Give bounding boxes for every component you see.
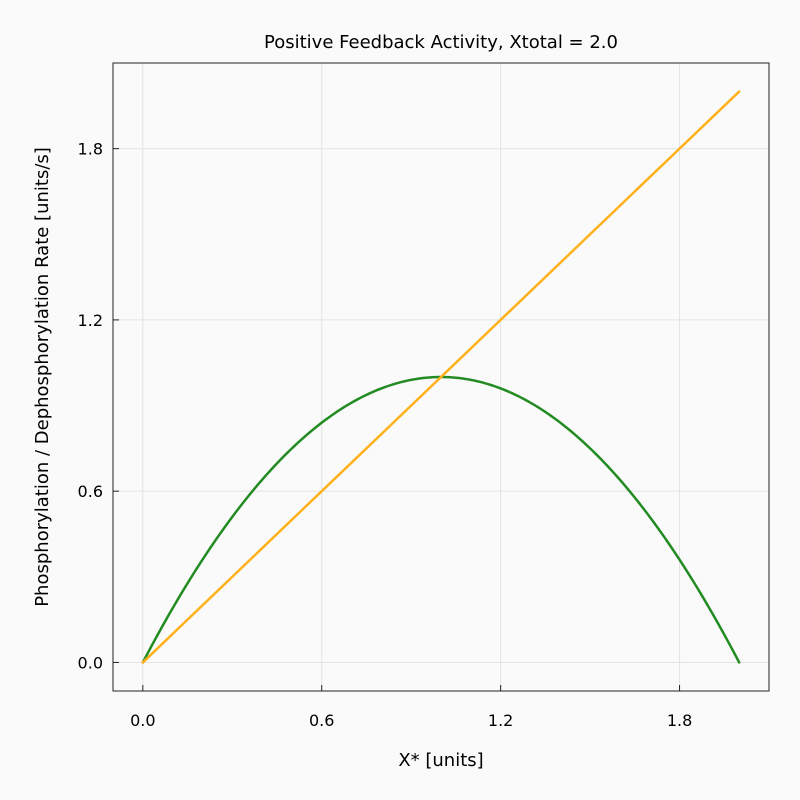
y-axis-title: Phosphorylation / Dephosphorylation Rate… [32,147,53,607]
x-tick-label: 0.0 [130,711,155,730]
series-line-1 [141,375,741,664]
x-axis-title: X* [units] [398,750,483,771]
series-line-2 [141,90,741,664]
y-axis-ticks: 0.0 0.6 1.2 1.8 [78,140,119,672]
y-tick-label: 0.0 [78,653,103,672]
plot-frame [112,62,770,692]
x-tick-label: 1.8 [667,711,692,730]
chart-title: Positive Feedback Activity, Xtotal = 2.0 [264,32,618,53]
x-axis-ticks: 0.0 0.6 1.2 1.8 [130,685,692,730]
x-tick-label: 1.2 [488,711,513,730]
grid [113,63,769,691]
x-tick-label: 0.6 [309,711,334,730]
series-layer [141,90,741,664]
y-tick-label: 1.8 [78,140,103,159]
y-tick-label: 0.6 [78,482,103,501]
y-tick-label: 1.2 [78,311,103,330]
